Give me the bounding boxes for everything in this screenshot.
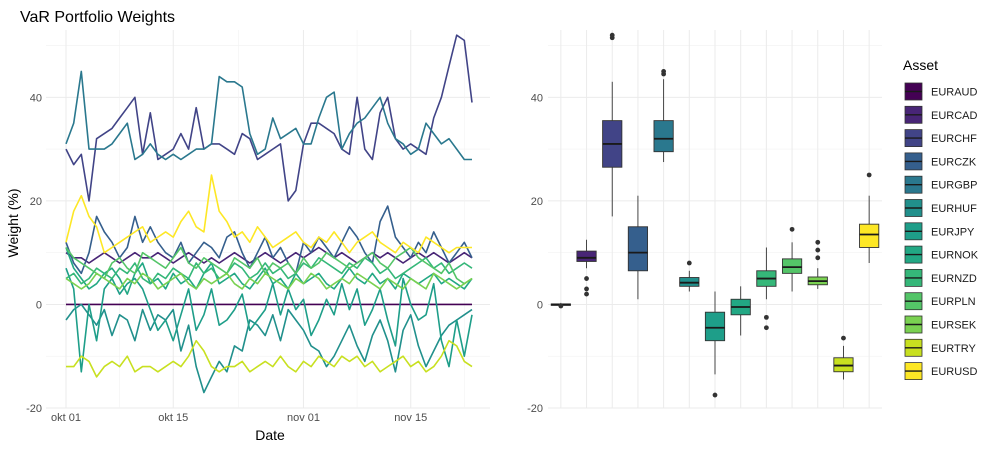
y-axis-title: Weight (%) [5,189,21,258]
boxplot-panel: -20 0 20 40 [527,30,882,415]
boxplot-eurtry [833,335,854,380]
legend-item-eurgbp: EURGBP [904,175,977,194]
outlier-point [584,286,589,292]
x-tick-label: okt 15 [158,412,188,424]
series-line-eurchf [65,34,473,202]
series-line-eurtry [66,339,473,378]
boxplot-euraud [550,302,571,309]
y-tick-label: 0 [36,299,42,311]
legend-label: EURCHF [931,133,977,145]
x-axis-title: Date [255,427,285,443]
chart-title: VaR Portfolio Weights [20,9,175,26]
x-tick-label: nov 15 [394,412,427,424]
y-tick-label: 40 [531,92,543,104]
outlier-point [584,276,589,281]
box [576,250,597,262]
series-line-eurcad [65,246,473,264]
boxplot-boxes [550,32,880,398]
y-tick-label: -20 [527,403,543,415]
series-line-eurusd [65,174,472,254]
series-line-eurczk [65,205,473,275]
series-line-eurjpy [65,267,473,373]
outlier-point [763,325,769,331]
legend: Asset EURAUD EURCAD EURCHF EURCZK EURGBP EURH… [903,57,979,381]
legend-item-eurtry: EURTRY [904,338,976,357]
boxplot-eurpln [781,226,803,292]
line-chart-x-tick-labels: okt 01 okt 15 nov 01 nov 15 [51,412,427,424]
legend-label: EURNZD [931,273,977,285]
x-tick-label: nov 01 [287,412,320,424]
legend-item-eurusd: EURUSD [904,362,978,381]
legend-label: EURJPY [931,226,975,238]
boxplot-eurnzd [756,247,777,331]
legend-items: EURAUD EURCAD EURCHF EURCZK EURGBP EURHUF EURJ… [904,82,979,381]
box [859,223,880,248]
legend-label: EURCZK [931,156,977,168]
outlier-point [763,314,769,320]
legend-label: EURPLN [931,296,976,308]
legend-label: EURCAD [931,110,978,122]
boxplot-eurcad [576,239,597,297]
boxplot-eurjpy [704,291,726,398]
outlier-point [686,260,692,266]
y-tick-label: 20 [30,196,42,208]
outlier-point [558,303,564,309]
outlier-point [661,69,667,74]
box [653,120,674,153]
boxplot-eurgbp [653,69,674,163]
boxplot-eurhuf [679,260,700,292]
line-chart-panel: -20 0 20 40 okt 01 okt 15 nov 01 nov 15 Date W… [5,30,490,443]
legend-item-euraud: EURAUD [904,82,978,101]
legend-item-eurjpy: EURJPY [904,222,975,241]
legend-label: EURAUD [931,87,978,99]
series-line-eursek [65,272,473,290]
x-tick-label: okt 01 [51,412,81,424]
legend-item-eurczk: EURCZK [904,152,977,171]
outlier-point [712,392,718,398]
outlier-point [815,239,821,245]
outlier-point [609,32,615,38]
boxplot-eurczk [627,195,649,300]
legend-item-eurchf: EURCHF [904,129,977,148]
legend-item-eurnzd: EURNZD [904,268,977,287]
box [627,226,649,272]
series-line-eurgbp [65,70,472,161]
outlier-point [584,291,589,297]
series-line-eurpln [65,246,473,285]
legend-item-eurnok: EURNOK [904,245,979,264]
legend-label: EURTRY [931,343,976,355]
line-chart-series [65,34,473,394]
legend-item-eursek: EURSEK [904,315,977,334]
legend-label: EURNOK [931,250,979,262]
legend-label: EURHUF [931,203,977,215]
outlier-point [815,247,821,253]
outlier-point [815,255,821,261]
y-tick-label: -20 [26,403,42,415]
y-tick-label: 20 [531,196,543,208]
outlier-point [789,226,795,232]
legend-label: EURGBP [931,180,977,192]
box [781,258,803,274]
boxplot-eursek [807,239,828,289]
legend-label: EURSEK [931,320,977,332]
y-tick-label: 0 [537,299,543,311]
legend-title: Asset [903,57,938,73]
line-chart-y-tick-labels: -20 0 20 40 [26,92,42,415]
series-line-eurhuf [65,303,473,394]
boxplot-eurnok [730,286,751,336]
legend-item-eurhuf: EURHUF [904,199,977,217]
boxplot-eurusd [859,172,880,264]
legend-label: EURUSD [931,366,978,378]
outlier-point [866,172,872,178]
legend-item-eurpln: EURPLN [904,292,976,311]
boxplot-eurchf [602,32,623,217]
y-tick-label: 40 [30,92,42,104]
legend-item-eurcad: EURCAD [904,105,978,124]
outlier-point [841,335,846,341]
boxplot-y-tick-labels: -20 0 20 40 [527,92,543,415]
box [704,311,726,342]
